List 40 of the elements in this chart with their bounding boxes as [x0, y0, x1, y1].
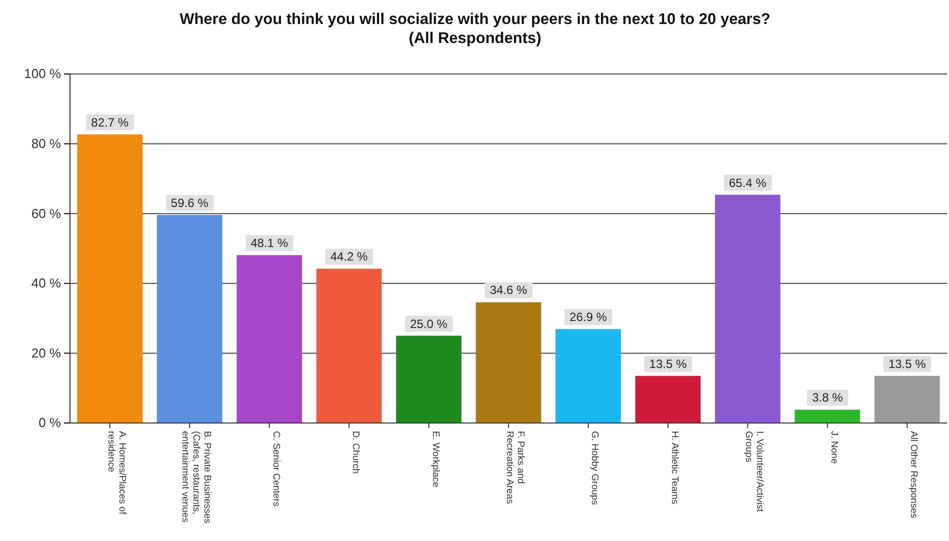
bar [714, 194, 780, 423]
y-tick-label: 60 % [31, 206, 62, 221]
bar [635, 376, 701, 423]
x-tick-label: I. Volunteer/Activist Groups [743, 431, 766, 512]
x-tick-label: D. Church [350, 431, 362, 474]
y-tick-label: 100 % [24, 66, 62, 82]
y-tick-label: 20 % [31, 345, 62, 360]
x-tick-label: G. Hobby Groups [589, 431, 600, 506]
data-label: 13.5 % [888, 356, 926, 371]
x-tick-label: F. Parks and Recreation Areas [504, 431, 526, 504]
bar [556, 329, 621, 423]
x-tick-label: A. Homes/Places of residence [105, 431, 128, 515]
y-tick-label: 80 % [31, 136, 62, 151]
data-label: 26.9 % [570, 310, 608, 324]
bar [77, 134, 143, 423]
bar [794, 410, 860, 423]
x-tick-label: C. Senior Centers [270, 431, 282, 507]
data-label: 44.2 % [330, 250, 368, 264]
bar [874, 376, 940, 423]
data-label: 65.4 % [729, 176, 767, 190]
data-label: 34.6 % [490, 283, 528, 298]
x-tick-label: All Other Responses [908, 431, 920, 518]
x-tick-label: E. Workplace [430, 431, 441, 488]
y-tick-label: 40 % [31, 276, 62, 291]
x-tick-label: H. Athletic Teams [668, 431, 680, 504]
bar [236, 255, 302, 423]
data-label: 82.7 % [91, 115, 129, 130]
data-label: 25.0 % [410, 316, 448, 331]
data-label: 48.1 % [250, 236, 288, 250]
chart-subtitle: (All Respondents) [408, 30, 542, 47]
chart-title: Where do you think you will socialize with your peers in the next 10 to 20 years? [180, 11, 770, 28]
x-tick-label: J. None [828, 431, 840, 464]
data-label: 13.5 % [649, 356, 687, 371]
bar [156, 214, 222, 423]
y-tick-label: 0 % [38, 415, 62, 430]
data-label: 3.8 % [812, 390, 844, 405]
bar [476, 302, 542, 423]
bar [396, 336, 462, 423]
bar [316, 268, 382, 423]
data-label: 59.6 % [170, 196, 209, 210]
